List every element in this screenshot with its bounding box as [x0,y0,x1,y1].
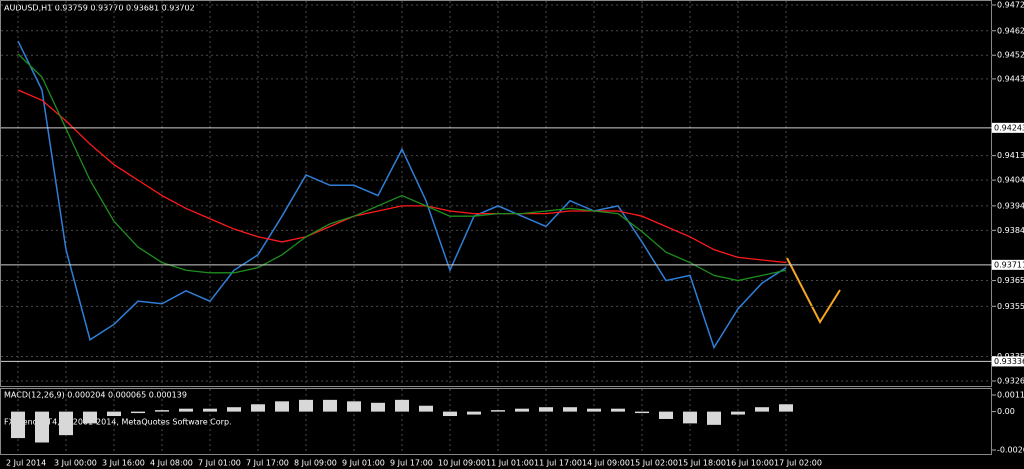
macd-bar [467,411,481,415]
x-tick-label: 8 Jul 09:00 [294,459,337,468]
x-tick-label: 15 Jul 02:00 [630,459,678,468]
y-tick-label: 0.00113 [997,391,1024,400]
level-label: 0.94243 [994,123,1024,132]
macd-bar [755,407,769,412]
x-tick-label: 4 Jul 08:00 [150,459,193,468]
macd-bar [563,407,577,412]
x-tick-label: 2 Jul 2014 [6,459,46,468]
projection [786,257,841,325]
macd-bar [707,411,721,425]
macd-frame [0,388,992,455]
copyright: FX-Trend MT4, © 2001-2014, MetaQuotes So… [4,418,232,427]
macd-bar [731,411,745,415]
x-tick-label: 11 Jul 17:00 [534,459,582,468]
macd-bar [179,408,193,412]
x-tick-label: 7 Jul 17:00 [246,459,289,468]
x-tick-label: 9 Jul 01:00 [342,459,385,468]
macd-bar [347,401,361,412]
x-tick-label: 16 Jul 10:00 [726,459,774,468]
macd-bar [275,401,289,412]
series-line [17,89,787,264]
x-tick-label: 17 Jul 02:00 [774,459,822,468]
y-tick-label: 0.94525 [997,51,1024,60]
macd-bar [251,404,265,412]
macd-bar [35,411,49,443]
series-line [17,40,787,350]
x-tick-label: 3 Jul 16:00 [102,459,145,468]
macd-bar [83,411,97,424]
macd-bar [635,411,649,414]
main-frame [0,0,992,387]
macd-bar [491,410,505,412]
chart-title: AUDUSD,H1 0.93759 0.93770 0.93681 0.9370… [4,4,195,13]
y-tick-label: 0.00 [997,407,1015,416]
macd-bar [395,399,409,412]
y-tick-label: -0.00261 [997,446,1024,455]
macd-bar [59,411,73,436]
macd-bar [203,408,217,412]
macd-bar [419,405,433,412]
macd-title: MACD(12,26,9) 0.000204 0.000065 0.000139 [4,391,187,400]
macd-bar [515,408,529,412]
series-line [17,53,787,282]
macd-bar [539,407,553,412]
x-tick-label: 9 Jul 17:00 [390,459,433,468]
x-tick-label: 3 Jul 00:00 [54,459,97,468]
macd-bar [131,411,145,414]
macd-bar [227,407,241,412]
y-tick-label: 0.94433 [997,74,1024,83]
macd-bar [779,404,793,412]
x-tick-label: 14 Jul 09:00 [582,459,630,468]
level-label-box [992,356,1024,367]
level-label: 0.93336 [994,357,1024,366]
macd-bar [611,408,625,412]
level-label-box [992,122,1024,133]
macd-bar [11,411,25,439]
level-label: 0.93711 [994,260,1024,269]
level-label-box [992,259,1024,270]
macd-bar [443,411,457,417]
x-tick-label: 10 Jul 09:00 [438,459,486,468]
x-tick-label: 11 Jul 01:00 [486,459,534,468]
macd-bar [107,411,121,417]
macd-bar [683,411,697,424]
x-tick-label: 15 Jul 18:00 [678,459,726,468]
macd-bar [371,402,385,412]
y-tick-label: 0.94135 [997,151,1024,160]
macd-bar [659,411,673,419]
x-tick-label: 7 Jul 01:00 [198,459,241,468]
macd-bar [299,399,313,412]
macd-bar [323,399,337,412]
macd-bar [587,408,601,412]
macd-bar [155,410,169,412]
y-tick-label: 0.93845 [997,226,1024,235]
